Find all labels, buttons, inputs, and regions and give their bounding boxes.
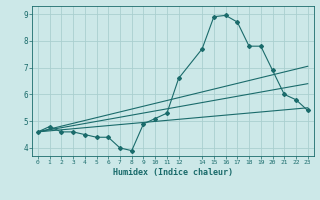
- X-axis label: Humidex (Indice chaleur): Humidex (Indice chaleur): [113, 168, 233, 177]
